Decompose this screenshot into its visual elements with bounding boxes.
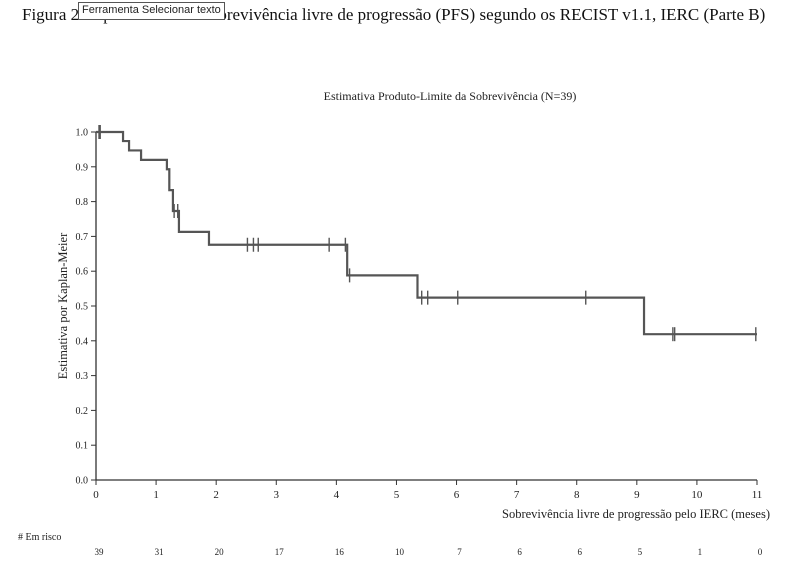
at-risk-count: 20 [215,547,225,557]
y-tick-label: 0.7 [76,232,89,243]
y-tick-label: 0.3 [76,371,89,382]
x-tick-label: 8 [574,489,580,501]
x-tick-label: 9 [634,489,640,501]
chart-title-group: Estimativa Produto-Limite da Sobrevivênc… [324,89,577,103]
y-tick-label: 1.0 [76,128,89,139]
km-curve-group [96,130,757,336]
at-risk-count: 7 [457,547,462,557]
y-tick-label: 0.1 [76,441,89,452]
at-risk-label: # Em risco [18,532,61,543]
at-risk-count: 10 [395,547,405,557]
x-tick-label: 6 [454,489,460,501]
y-axis-label: Estimativa por Kaplan-Meier [56,232,70,379]
at-risk-count: 17 [275,547,285,557]
y-tick-label: 0.8 [76,197,89,208]
y-tick-label: 0.0 [76,476,89,487]
plot-frame [95,132,757,481]
y-tick-label: 0.5 [76,302,89,313]
at-risk-count: 5 [638,547,643,557]
select-text-tool-tooltip: Ferramenta Selecionar texto [78,2,225,20]
x-tick-label: 10 [691,489,703,501]
x-tick-label: 11 [752,489,763,501]
at-risk-count: 39 [95,547,105,557]
at-risk-row: 39 31 20 17 16 10 7 6 6 5 1 0 [95,547,763,557]
x-tick-label: 5 [394,489,400,501]
chart-title: Estimativa Produto-Limite da Sobrevivênc… [324,89,577,103]
censor-marks-group [98,125,757,342]
x-tick-label: 2 [213,489,219,501]
x-tick-label: 0 [93,489,99,501]
at-risk-count: 31 [155,547,164,557]
at-risk-count: 1 [698,547,703,557]
x-tick-label: 3 [274,489,280,501]
at-risk-count: 6 [517,547,522,557]
y-tick-label: 0.9 [76,162,89,173]
y-tick-label: 0.4 [76,336,89,347]
x-tick-label: 1 [153,489,159,501]
x-axis-label: Sobrevivência livre de progressão pelo I… [502,507,770,521]
x-tick-label: 7 [514,489,520,501]
y-axis-ticks: 0.0 0.1 0.2 0.3 0.4 0.5 0.6 0.7 0.8 0.9 1.0 [76,128,96,487]
at-risk-count: 16 [335,547,345,557]
at-risk-count: 6 [577,547,582,557]
y-tick-label: 0.2 [76,406,89,417]
km-step-line [96,130,757,336]
at-risk-count: 0 [758,547,763,557]
y-tick-label: 0.6 [76,267,89,278]
x-tick-label: 4 [334,489,340,501]
x-axis-ticks: 0 1 2 3 4 5 6 7 8 9 10 11 [93,480,762,501]
